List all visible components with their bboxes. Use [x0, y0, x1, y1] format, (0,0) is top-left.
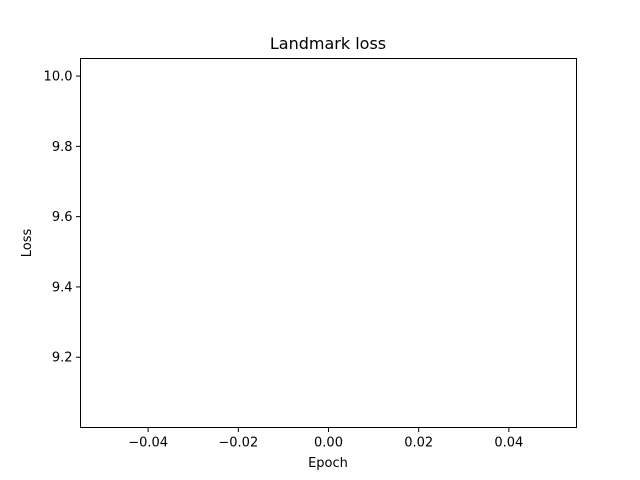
chart-title: Landmark loss	[270, 34, 386, 53]
y-tick-label: 9.4	[52, 280, 73, 295]
x-tick-label: −0.04	[128, 436, 168, 451]
x-axis-label: Epoch	[308, 456, 348, 471]
y-axis-ticks: 9.2 9.4 9.6 9.8 10.0	[44, 70, 81, 366]
x-axis-ticks: −0.04 −0.02 0.00 0.02 0.04	[128, 427, 523, 451]
x-tick-label: 0.00	[314, 436, 343, 451]
y-tick-label: 9.6	[52, 210, 73, 225]
y-tick-label: 10.0	[44, 70, 73, 85]
x-tick-label: −0.02	[218, 436, 258, 451]
x-tick-label: 0.02	[404, 436, 433, 451]
y-tick-label: 9.2	[52, 351, 73, 366]
y-tick-label: 9.8	[52, 140, 73, 155]
y-axis-label: Loss	[20, 229, 35, 258]
x-tick-label: 0.04	[494, 436, 523, 451]
